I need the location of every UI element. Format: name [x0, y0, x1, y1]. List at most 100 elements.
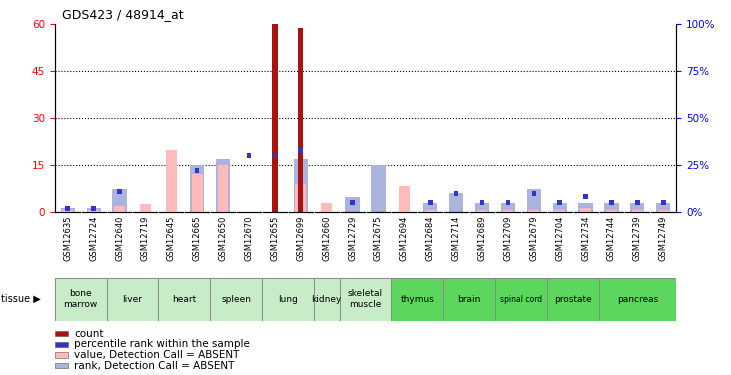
Text: GSM12675: GSM12675: [374, 215, 383, 261]
Text: GSM12719: GSM12719: [141, 215, 150, 261]
Text: GSM12699: GSM12699: [296, 215, 306, 261]
Text: GSM12660: GSM12660: [322, 215, 331, 261]
Bar: [425, 210, 436, 212]
Bar: [61, 208, 75, 212]
Text: value, Detection Call = ABSENT: value, Detection Call = ABSENT: [75, 350, 240, 360]
Bar: [475, 202, 489, 212]
Text: GSM12665: GSM12665: [193, 215, 202, 261]
Text: GSM12724: GSM12724: [89, 215, 98, 261]
Text: GSM12645: GSM12645: [167, 215, 176, 261]
Bar: [166, 150, 177, 212]
Bar: [190, 165, 205, 212]
Bar: [428, 200, 433, 205]
Text: tissue ▶: tissue ▶: [1, 294, 41, 304]
Bar: [192, 174, 202, 212]
Bar: [55, 331, 68, 336]
Bar: [443, 278, 495, 321]
Bar: [55, 342, 68, 347]
Bar: [55, 278, 107, 321]
Bar: [531, 190, 536, 196]
Text: spleen: spleen: [221, 295, 251, 304]
Text: lung: lung: [278, 295, 298, 304]
Text: GDS423 / 48914_at: GDS423 / 48914_at: [62, 8, 183, 21]
Bar: [399, 186, 409, 212]
Bar: [216, 159, 230, 212]
Text: GSM12704: GSM12704: [555, 215, 564, 261]
Bar: [578, 202, 593, 212]
Bar: [346, 197, 360, 212]
Text: GSM12749: GSM12749: [659, 215, 667, 261]
Bar: [661, 200, 665, 205]
Bar: [55, 352, 68, 358]
Bar: [114, 206, 125, 212]
Text: spinal cord: spinal cord: [500, 295, 542, 304]
Bar: [477, 210, 488, 212]
Bar: [632, 210, 643, 212]
Text: thymus: thymus: [401, 295, 434, 304]
Bar: [91, 206, 96, 211]
Text: GSM12635: GSM12635: [64, 215, 72, 261]
Bar: [630, 202, 645, 212]
Bar: [117, 189, 122, 194]
Text: GSM12734: GSM12734: [581, 215, 590, 261]
Text: GSM12640: GSM12640: [115, 215, 124, 261]
Bar: [558, 200, 562, 205]
Bar: [580, 208, 591, 212]
Bar: [273, 153, 277, 158]
Text: GSM12670: GSM12670: [244, 215, 254, 261]
Text: pancreas: pancreas: [617, 295, 658, 304]
Bar: [272, 24, 278, 212]
Text: brain: brain: [458, 295, 481, 304]
Bar: [502, 210, 513, 212]
Bar: [506, 200, 510, 205]
Bar: [423, 202, 437, 212]
Bar: [547, 278, 599, 321]
Text: prostate: prostate: [554, 295, 591, 304]
Text: percentile rank within the sample: percentile rank within the sample: [75, 339, 250, 349]
Text: heart: heart: [172, 295, 197, 304]
Bar: [298, 147, 303, 153]
Bar: [314, 278, 340, 321]
Bar: [298, 27, 303, 212]
Bar: [605, 202, 618, 212]
Bar: [294, 159, 308, 212]
Text: GSM12729: GSM12729: [348, 215, 357, 261]
Bar: [55, 363, 68, 369]
Text: GSM12714: GSM12714: [452, 215, 461, 261]
Bar: [658, 210, 669, 212]
Bar: [495, 278, 547, 321]
Bar: [195, 168, 200, 173]
Bar: [606, 210, 617, 212]
Bar: [107, 278, 159, 321]
Text: count: count: [75, 328, 104, 339]
Bar: [62, 210, 73, 212]
Bar: [159, 278, 211, 321]
Bar: [247, 153, 251, 158]
Bar: [140, 204, 151, 212]
Bar: [113, 189, 126, 212]
Bar: [322, 202, 332, 212]
Bar: [529, 210, 539, 212]
Bar: [609, 200, 614, 205]
Text: GSM12689: GSM12689: [477, 215, 487, 261]
Text: GSM12739: GSM12739: [633, 215, 642, 261]
Bar: [554, 210, 565, 212]
Text: GSM12744: GSM12744: [607, 215, 616, 261]
Bar: [262, 278, 314, 321]
Text: skeletal
muscle: skeletal muscle: [348, 290, 383, 309]
Text: GSM12655: GSM12655: [270, 215, 279, 261]
Bar: [86, 208, 101, 212]
Bar: [635, 200, 640, 205]
Text: bone
marrow: bone marrow: [64, 290, 98, 309]
Text: kidney: kidney: [311, 295, 342, 304]
Text: GSM12709: GSM12709: [504, 215, 512, 261]
Bar: [371, 165, 385, 212]
Bar: [501, 202, 515, 212]
Bar: [218, 165, 229, 212]
Text: GSM12684: GSM12684: [425, 215, 435, 261]
Bar: [211, 278, 262, 321]
Bar: [656, 202, 670, 212]
Bar: [350, 200, 355, 205]
Bar: [553, 202, 567, 212]
Text: GSM12694: GSM12694: [400, 215, 409, 261]
